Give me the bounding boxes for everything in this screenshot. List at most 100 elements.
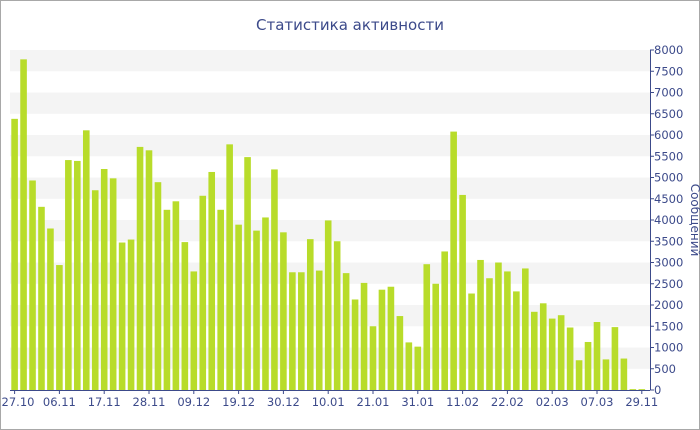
bar: [199, 195, 207, 390]
bar: [620, 358, 628, 390]
y-axis-label: Сообщений: [688, 184, 700, 257]
bar: [109, 178, 117, 390]
bar: [65, 160, 72, 390]
grid-band: [10, 50, 650, 72]
y-tick-label: 5000: [654, 171, 683, 185]
x-tick-label: 31.01: [401, 395, 434, 409]
y-tick-label: 2500: [654, 277, 683, 291]
y-tick-label: 7000: [654, 86, 683, 100]
bar: [118, 242, 126, 390]
bars: [11, 59, 646, 391]
y-tick-label: 4500: [654, 192, 683, 206]
bar: [127, 239, 135, 390]
bar: [351, 299, 359, 390]
bar: [387, 286, 395, 390]
y-tick-label: 1000: [654, 341, 683, 355]
bar: [486, 278, 493, 390]
bar: [271, 169, 278, 390]
y-tick-label: 3500: [654, 234, 683, 248]
y-tick-labels: 0 500 1000 1500 2000 2500 3000 3500 4000 4500 5000…: [650, 43, 683, 397]
bar: [100, 169, 108, 390]
y-tick-label: 2000: [654, 298, 683, 312]
bar: [262, 217, 269, 390]
bar: [450, 131, 457, 390]
y-tick-label: 0: [654, 383, 661, 397]
bar: [253, 230, 260, 391]
bar: [289, 272, 296, 390]
bar: [342, 273, 350, 391]
x-tick-label: 27.10: [2, 395, 35, 409]
x-tick-label: 07.03: [581, 395, 614, 409]
bar: [539, 303, 547, 390]
bar: [47, 228, 54, 390]
bar: [548, 318, 556, 390]
bar: [145, 150, 153, 390]
bar: [477, 259, 484, 390]
y-tick-label: 6500: [654, 107, 683, 121]
x-tick-label: 06.11: [43, 395, 76, 409]
x-tick-label: 21.01: [357, 395, 390, 409]
bar: [38, 206, 45, 390]
y-tick-label: 5500: [654, 149, 683, 163]
bar: [244, 157, 251, 390]
x-tick-label: 09.12: [177, 395, 210, 409]
bar: [315, 270, 323, 390]
bar: [459, 194, 466, 390]
bar: [333, 241, 341, 390]
bar: [629, 389, 637, 390]
bar: [163, 209, 171, 390]
bar: [566, 327, 574, 390]
bar: [414, 346, 422, 390]
x-tick-label: 28.11: [133, 395, 166, 409]
grid-band: [10, 177, 650, 199]
bar: [91, 190, 99, 390]
bar: [593, 322, 601, 390]
bar: [513, 291, 520, 390]
grid-band: [10, 92, 650, 114]
bar: [190, 271, 198, 390]
bar: [56, 265, 63, 390]
bar: [423, 264, 431, 390]
y-tick-label: 500: [654, 362, 676, 376]
bar: [378, 289, 386, 390]
bar: [575, 360, 583, 390]
y-tick-label: 6000: [654, 128, 683, 142]
y-tick-label: 3000: [654, 256, 683, 270]
bar: [557, 315, 565, 390]
bar: [20, 59, 27, 390]
y-tick-label: 7500: [654, 64, 683, 78]
bar: [530, 311, 538, 390]
bar: [280, 232, 287, 390]
bar: [172, 201, 180, 390]
y-tick-label: 4000: [654, 213, 683, 227]
bar: [82, 130, 90, 390]
bar: [369, 326, 377, 390]
bar: [432, 283, 440, 390]
bar: [522, 268, 529, 390]
bar: [602, 359, 610, 390]
bar: [136, 146, 144, 390]
bar: [208, 171, 216, 390]
bar: [298, 272, 305, 390]
bar: [154, 182, 162, 390]
bar: [611, 327, 619, 390]
x-tick-labels: 27.10 06.11 17.11 28.11 09.12 19.12 30.12 10.01…: [2, 390, 658, 409]
bar: [441, 251, 448, 390]
bar: [74, 160, 81, 390]
x-tick-label: 11.02: [446, 395, 479, 409]
x-tick-label: 02.03: [536, 395, 569, 409]
x-tick-label: 29.11: [625, 395, 658, 409]
bar: [495, 262, 502, 390]
bar: [181, 242, 189, 390]
bar: [235, 224, 242, 390]
bar: [468, 293, 475, 390]
bar: [29, 180, 36, 390]
bar: [638, 389, 646, 390]
x-tick-label: 10.01: [312, 395, 345, 409]
bar: [217, 209, 224, 390]
bar: [504, 271, 511, 390]
bar: [11, 118, 18, 390]
y-tick-label: 8000: [654, 43, 683, 57]
bar: [396, 316, 404, 390]
